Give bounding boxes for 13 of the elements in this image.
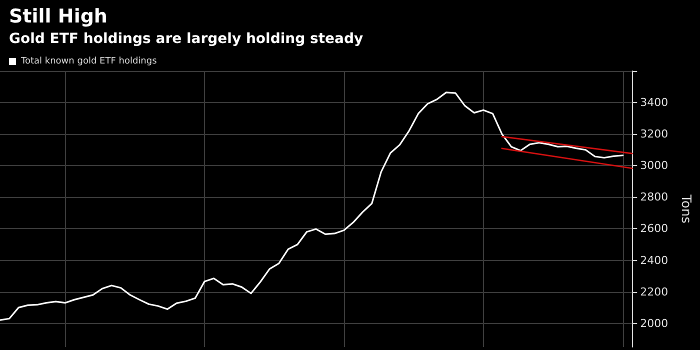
chart-title: Still High xyxy=(9,6,108,28)
y-axis-title: Tons xyxy=(678,194,693,224)
y-tick-label: 2400 xyxy=(640,254,668,267)
chart-subtitle: Gold ETF holdings are largely holding steady xyxy=(9,31,364,47)
legend-label: Total known gold ETF holdings xyxy=(20,56,158,66)
y-tick-label: 2200 xyxy=(640,285,668,298)
y-tick-label: 2000 xyxy=(640,316,668,330)
y-tick-label: 3000 xyxy=(640,159,668,172)
y-tick-label: 2600 xyxy=(640,222,668,236)
line-series xyxy=(0,92,624,321)
y-tick-label: 3200 xyxy=(640,128,668,141)
y-tick-label: 2800 xyxy=(640,190,668,204)
y-tick-label: 3400 xyxy=(640,96,668,110)
